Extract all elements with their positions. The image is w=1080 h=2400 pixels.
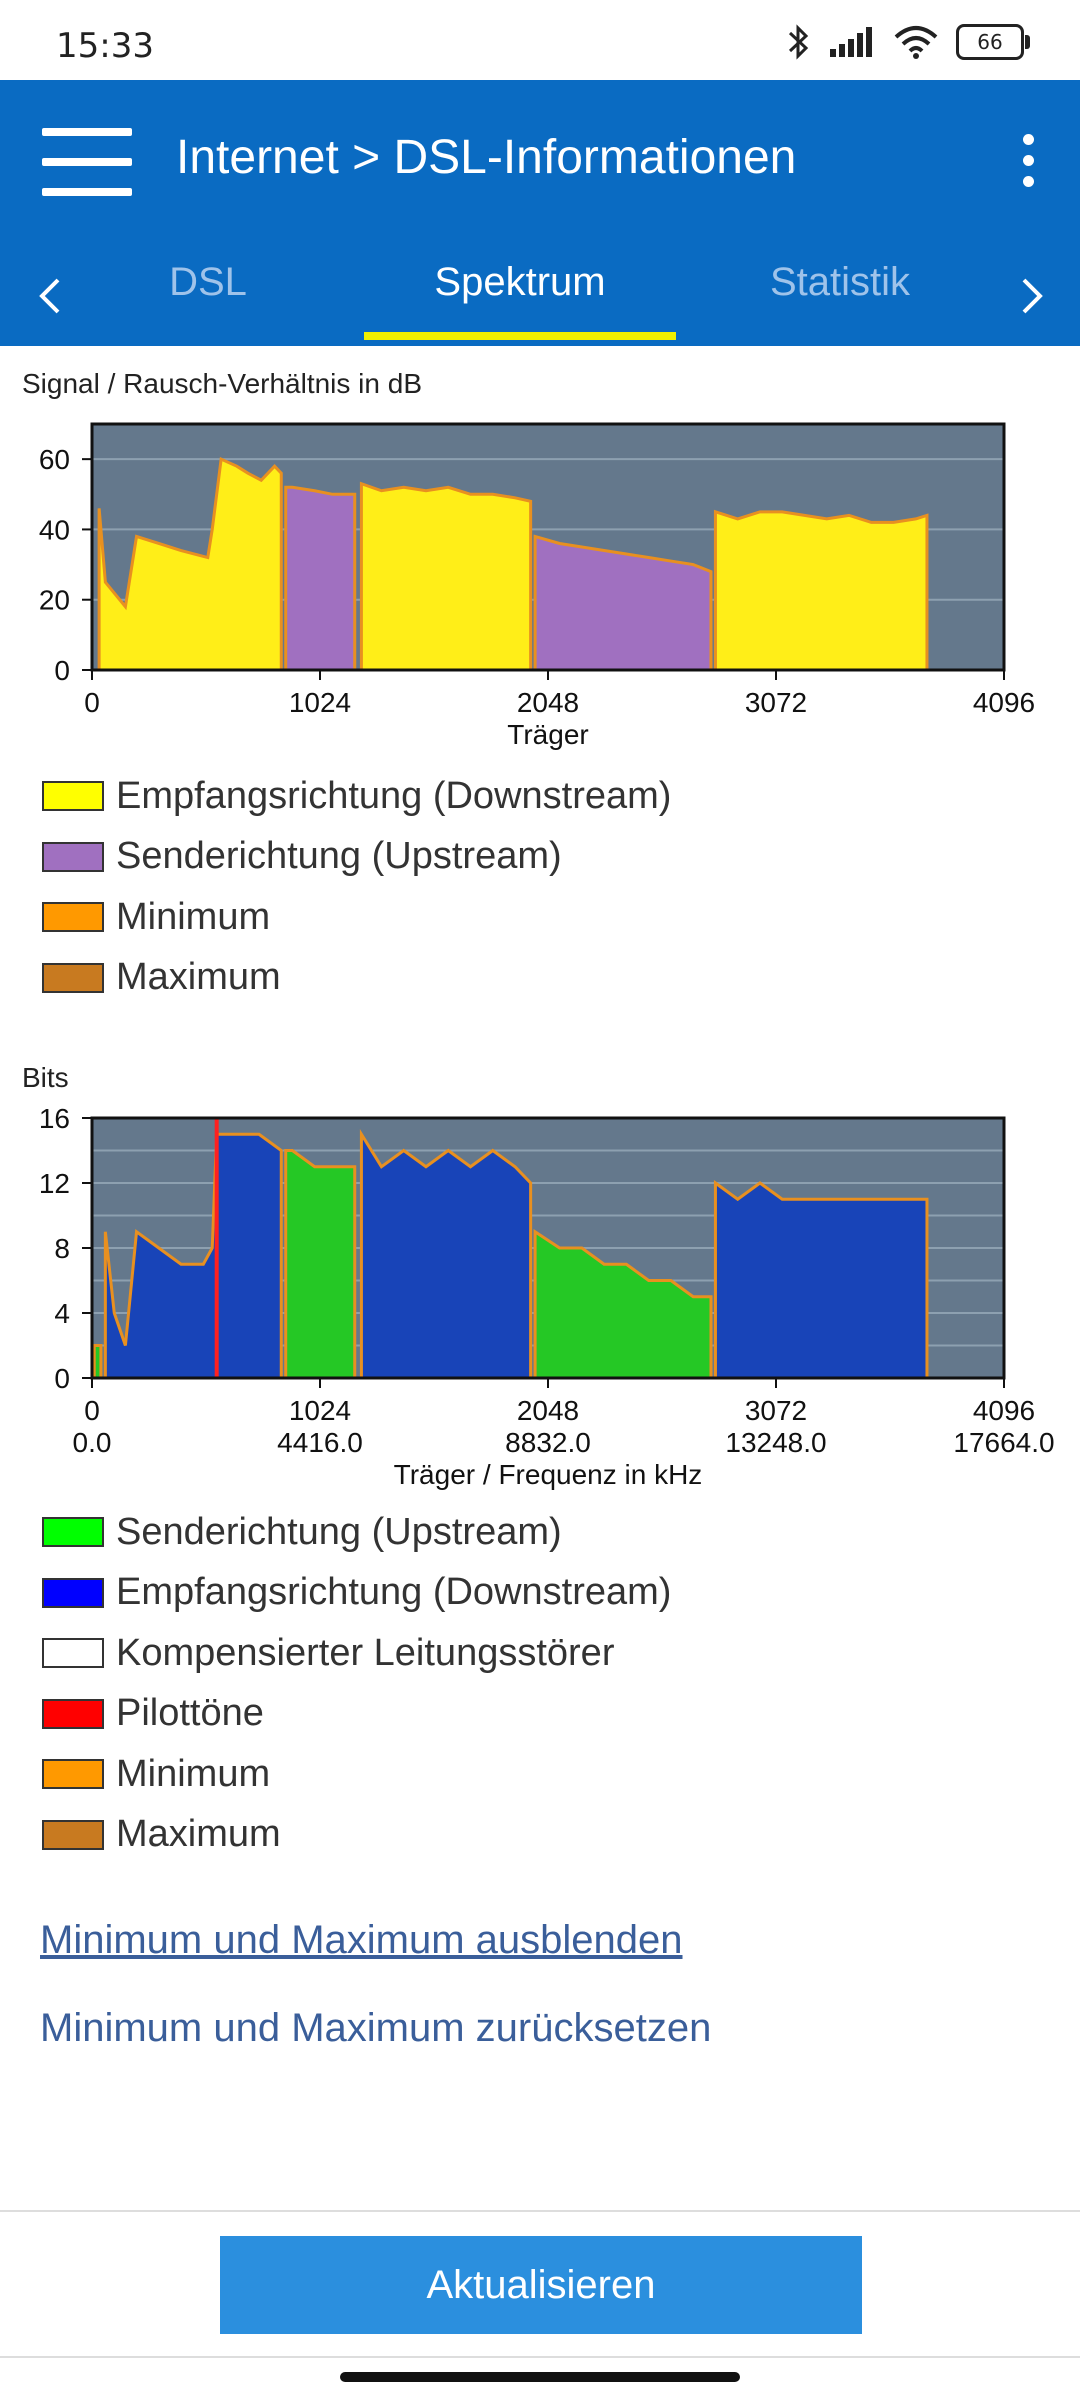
divider — [0, 2356, 1080, 2358]
legend-swatch — [42, 962, 104, 993]
legend-label: Maximum — [116, 956, 281, 999]
series-area — [284, 1149, 357, 1380]
x-tick-label-frequency: 13248.0 — [725, 1427, 826, 1458]
x-axis-label: Träger — [507, 719, 588, 750]
x-tick-label: 4096 — [973, 687, 1035, 718]
more-options-icon[interactable] — [1018, 134, 1038, 194]
legend-label: Pilottöne — [116, 1692, 264, 1735]
x-axis-label: Träger / Frequenz in kHz — [394, 1459, 703, 1490]
series-area — [284, 485, 357, 672]
hide-minmax-link[interactable]: Minimum und Maximum ausblenden — [40, 1918, 683, 1962]
bits-legend-item: Pilottöne — [42, 1684, 671, 1745]
snr-legend-item: Maximum — [42, 948, 671, 1009]
legend-swatch — [42, 1698, 104, 1729]
bits-legend-item: Empfangsrichtung (Downstream) — [42, 1563, 671, 1624]
status-icons: 66 — [786, 24, 1030, 60]
series-area — [713, 509, 929, 672]
y-tick-label: 40 — [39, 514, 70, 545]
x-tick-label: 2048 — [517, 1395, 579, 1426]
y-tick-label: 20 — [39, 585, 70, 616]
snr-chart-title: Signal / Rausch-Verhältnis in dB — [22, 368, 422, 399]
legend-swatch — [42, 781, 104, 812]
app-bar: Internet > DSL-Informationen DSL Spektru… — [0, 80, 1080, 346]
menu-icon[interactable] — [42, 128, 132, 198]
battery-icon: 66 — [956, 24, 1030, 60]
bits-legend-item: Kompensierter Leitungsstörer — [42, 1623, 671, 1684]
legend-swatch — [42, 1577, 104, 1608]
x-tick-label-frequency: 4416.0 — [277, 1427, 363, 1458]
bits-chart-title: Bits — [22, 1062, 69, 1093]
series-area — [97, 456, 283, 672]
legend-label: Senderichtung (Upstream) — [116, 1510, 562, 1553]
bits-legend-item: Senderichtung (Upstream) — [42, 1502, 671, 1563]
legend-label: Minimum — [116, 1752, 271, 1795]
x-tick-label-frequency: 0.0 — [73, 1427, 112, 1458]
y-tick-label: 8 — [54, 1233, 70, 1264]
active-tab-indicator — [364, 332, 676, 340]
bits-legend: Senderichtung (Upstream) Empfangsrichtung… — [42, 1502, 671, 1865]
divider — [0, 2210, 1080, 2212]
reset-minmax-link[interactable]: Minimum und Maximum zurücksetzen — [40, 2006, 712, 2050]
x-tick-label-frequency: 17664.0 — [953, 1427, 1054, 1458]
refresh-button[interactable]: Aktualisieren — [220, 2236, 862, 2334]
snr-legend-item: Empfangsrichtung (Downstream) — [42, 766, 671, 827]
chevron-left-icon[interactable] — [30, 276, 70, 316]
legend-label: Kompensierter Leitungsstörer — [116, 1631, 615, 1674]
bits-chart: 0 4 8 12 16 0 1024 2048 3072 4096 0.0 4416.0 8832.0 1… — [39, 1103, 1055, 1490]
wifi-icon — [894, 26, 938, 59]
snr-chart: 0 20 40 60 0 1024 2048 3072 4096 Träger — [39, 422, 1035, 750]
y-tick-label: 60 — [39, 444, 70, 475]
series-area — [713, 1180, 929, 1380]
tab-statistik[interactable]: Statistik — [769, 260, 911, 304]
legend-swatch — [42, 1517, 104, 1548]
x-tick-label: 1024 — [289, 687, 351, 718]
legend-swatch — [42, 1759, 104, 1790]
x-tick-label-frequency: 8832.0 — [505, 1427, 591, 1458]
legend-swatch — [42, 1819, 104, 1850]
x-tick-label: 0 — [84, 687, 100, 718]
series-area — [92, 1344, 103, 1380]
legend-label: Senderichtung (Upstream) — [116, 835, 562, 878]
signal-icon — [830, 27, 872, 57]
tab-bar: DSL Spektrum Statistik — [0, 250, 1080, 346]
y-tick-label: 4 — [54, 1298, 70, 1329]
snr-legend-item: Senderichtung (Upstream) — [42, 827, 671, 888]
series-area — [533, 1228, 713, 1380]
x-tick-label: 3072 — [745, 687, 807, 718]
series-area — [359, 481, 533, 672]
snr-legend-item: Minimum — [42, 887, 671, 948]
tab-dsl[interactable]: DSL — [169, 260, 247, 304]
series-area — [533, 534, 713, 672]
tab-spektrum[interactable]: Spektrum — [434, 260, 606, 304]
chevron-right-icon[interactable] — [1012, 276, 1052, 316]
x-tick-label: 1024 — [289, 1395, 351, 1426]
y-tick-label: 12 — [39, 1168, 70, 1199]
x-tick-label: 2048 — [517, 687, 579, 718]
x-tick-label: 0 — [84, 1395, 100, 1426]
legend-label: Minimum — [116, 895, 271, 938]
legend-label: Maximum — [116, 1813, 281, 1856]
bits-legend-item: Minimum — [42, 1744, 671, 1805]
legend-swatch — [42, 841, 104, 872]
home-indicator[interactable] — [340, 2372, 740, 2382]
legend-swatch — [42, 1638, 104, 1669]
status-time: 15:33 — [56, 26, 154, 66]
x-tick-label: 4096 — [973, 1395, 1035, 1426]
series-area — [359, 1128, 533, 1380]
y-tick-label: 0 — [54, 655, 70, 686]
series-area — [103, 1132, 283, 1380]
page-title: Internet > DSL-Informationen — [176, 131, 797, 184]
snr-legend: Empfangsrichtung (Downstream) Senderichtu… — [42, 766, 671, 1008]
legend-label: Empfangsrichtung (Downstream) — [116, 1571, 672, 1614]
x-tick-label: 3072 — [745, 1395, 807, 1426]
bits-legend-item: Maximum — [42, 1805, 671, 1866]
y-tick-label: 16 — [39, 1103, 70, 1134]
y-tick-label: 0 — [54, 1363, 70, 1394]
status-bar: 15:33 66 — [0, 0, 1080, 80]
legend-swatch — [42, 902, 104, 933]
legend-label: Empfangsrichtung (Downstream) — [116, 774, 672, 817]
bluetooth-icon — [788, 24, 809, 60]
